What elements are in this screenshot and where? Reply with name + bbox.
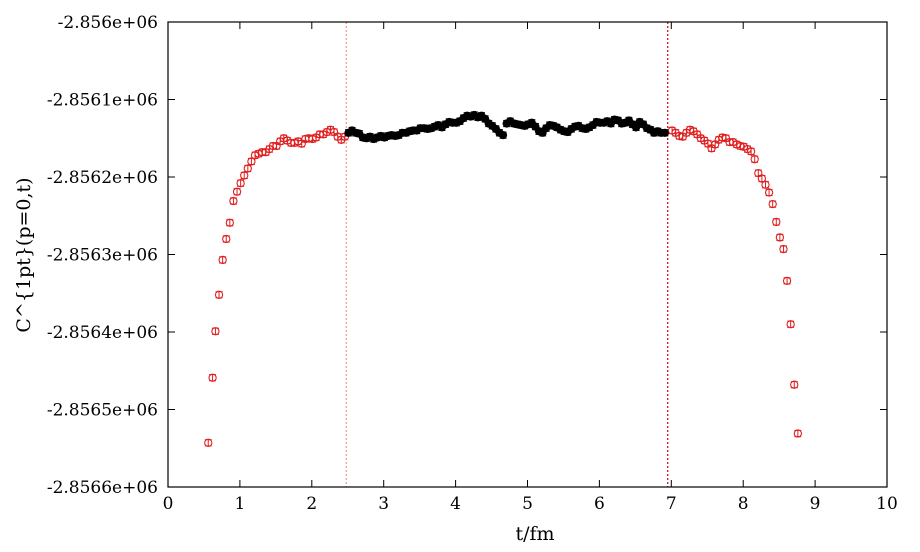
x-tick-label: 2: [306, 494, 317, 514]
x-tick-label: 3: [378, 494, 389, 514]
x-tick-label: 10: [876, 494, 898, 514]
data-point: [498, 131, 508, 140]
data-point: [757, 174, 767, 183]
data-point: [229, 196, 238, 206]
data-series: [204, 110, 802, 447]
data-point: [782, 276, 792, 285]
data-point: [247, 157, 256, 166]
data-point: [218, 255, 227, 265]
vertical-reference-lines: [345, 22, 669, 487]
data-point: [775, 233, 785, 242]
series-filled: [344, 110, 669, 144]
data-point: [240, 171, 249, 180]
data-point: [211, 327, 220, 336]
x-tick-label: 5: [522, 494, 533, 514]
data-point: [761, 180, 770, 189]
data-point: [793, 429, 802, 438]
x-tick-label: 6: [594, 494, 605, 514]
x-tick-label: 1: [234, 494, 245, 514]
data-point: [214, 290, 224, 299]
data-point: [225, 218, 234, 227]
x-axis-title: t/fm: [515, 523, 554, 545]
y-tick-label: -2.8563e+06: [47, 246, 158, 266]
y-tick-label: -2.856e+06: [58, 13, 158, 33]
data-point: [232, 187, 242, 196]
data-point: [779, 244, 788, 254]
data-point: [772, 217, 781, 227]
y-tick-label: -2.8565e+06: [47, 401, 158, 421]
data-point: [243, 164, 252, 173]
data-point: [768, 199, 777, 209]
y-tick-label: -2.8562e+06: [47, 168, 158, 188]
data-point: [790, 380, 799, 389]
y-axis-title: C^{1pt}(p=0,t): [13, 177, 35, 332]
data-point: [750, 155, 759, 164]
y-tick-label: -2.8561e+06: [47, 91, 158, 111]
data-point: [746, 147, 756, 156]
data-point: [764, 188, 774, 197]
data-point: [208, 373, 217, 382]
x-tick-label: 0: [163, 494, 174, 514]
x-tick-label: 9: [810, 494, 821, 514]
x-axis-ticks: 0 1 2 3 4 5 6 7 8 9 10: [163, 22, 898, 514]
y-axis-ticks: -2.8566e+06 -2.8565e+06 -2.8564e+06 -2.8563…: [47, 13, 887, 498]
y-tick-label: -2.8566e+06: [47, 478, 158, 498]
data-point: [660, 128, 669, 137]
data-point: [236, 179, 245, 188]
x-tick-label: 7: [666, 494, 677, 514]
y-tick-label: -2.8564e+06: [47, 323, 158, 343]
x-tick-label: 4: [450, 494, 461, 514]
data-point: [222, 234, 231, 244]
series-open: [204, 125, 802, 447]
x-tick-label: 8: [738, 494, 749, 514]
data-point: [786, 320, 795, 329]
data-point: [204, 438, 213, 447]
